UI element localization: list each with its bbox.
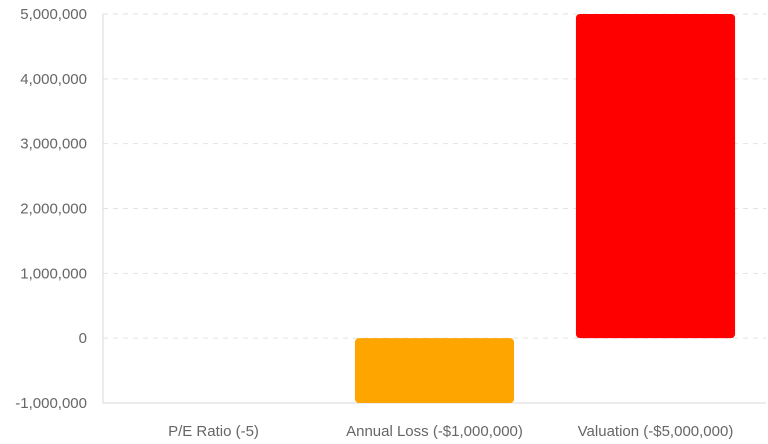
y-tick-label: -1,000,000: [15, 395, 87, 412]
x-category-labels: P/E Ratio (-5) Annual Loss (-$1,000,000) V…: [168, 423, 733, 440]
y-tick-label: 3,000,000: [20, 136, 87, 153]
y-tick-labels: -1,000,000 0 1,000,000 2,000,000 3,000,000 4,…: [15, 6, 87, 412]
y-tick-label: 1,000,000: [20, 265, 87, 282]
bar: [354, 338, 515, 403]
x-category-label: P/E Ratio (-5): [168, 423, 259, 440]
y-tick-label: 4,000,000: [20, 71, 87, 88]
y-tick-label: 2,000,000: [20, 201, 87, 218]
bar: [575, 14, 736, 339]
x-category-label: Valuation (-$5,000,000): [578, 423, 734, 440]
y-tick-label: 0: [79, 330, 87, 347]
bars: [133, 14, 736, 403]
y-tick-label: 5,000,000: [20, 6, 87, 23]
x-category-label: Annual Loss (-$1,000,000): [346, 423, 523, 440]
